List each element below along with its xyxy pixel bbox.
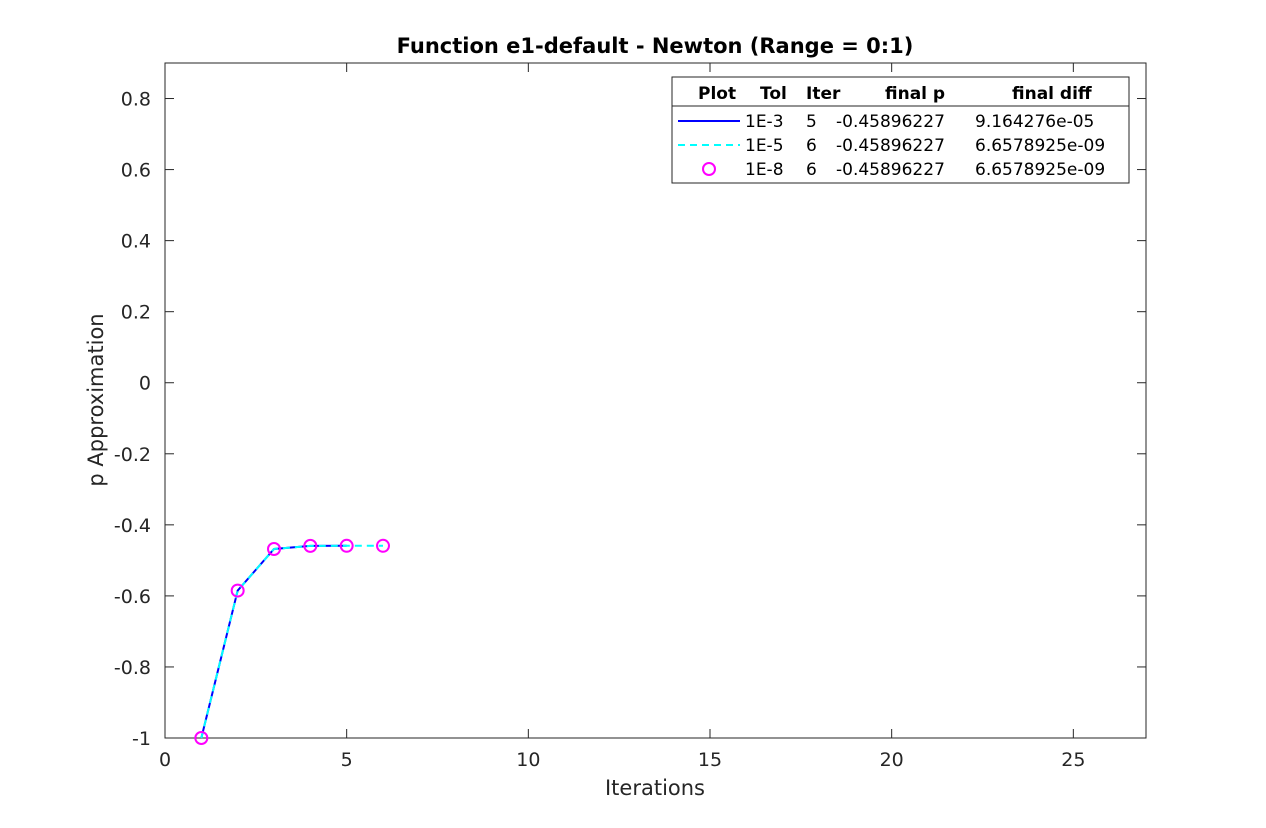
data-point-circle [267,542,281,556]
x-tick-label: 25 [1061,749,1085,771]
y-tick-label: 0.8 [121,89,151,111]
x-tick-label: 10 [516,749,540,771]
legend-swatch-circle [702,162,716,176]
legend-header-final-p: final p [885,84,945,104]
legend-row-1-tol: 1E-3 [745,112,784,132]
y-tick-label: 0.4 [121,231,151,253]
y-axis-label: p Approximation [84,313,108,486]
y-tick-label: -0.4 [114,515,151,537]
y-tick-label: -0.2 [114,444,151,466]
legend-row-3-final-p: -0.45896227 [836,160,945,180]
y-axis-ticks: -1 -0.8 -0.6 -0.4 -0.2 0 0.2 0.4 0.6 0.8 [114,89,1146,750]
x-tick-label: 5 [341,749,353,771]
legend-row-2-final-p: -0.45896227 [836,136,945,156]
data-point-circle [376,538,390,553]
series-layer [194,538,390,745]
data-point-circle [303,538,318,553]
legend-row-1-iter: 5 [806,112,817,132]
x-axis-ticks: 0 5 10 15 20 25 [159,63,1085,771]
x-tick-label: 0 [159,749,171,771]
data-point-circle [194,731,209,745]
legend-row-3-tol: 1E-8 [745,160,784,180]
legend-row-2-final-diff: 6.6578925e-09 [975,136,1105,156]
y-tick-label: 0.2 [121,302,151,324]
legend-row-2-iter: 6 [806,136,817,156]
legend-header-tol: Tol [760,84,787,104]
chart-title: Function e1-default - Newton (Range = 0:… [397,34,914,58]
data-point-circle [230,583,245,598]
legend-row-1-final-diff: 9.164276e-05 [975,112,1094,132]
y-tick-label: -1 [132,728,151,750]
legend-row-3-final-diff: 6.6578925e-09 [975,160,1105,180]
legend-row-3-iter: 6 [806,160,817,180]
legend-box [671,76,1130,184]
legend-header-final-diff: final diff [1012,84,1092,104]
data-point-circle [339,538,354,553]
legend-row-2-tol: 1E-5 [745,136,784,156]
legend-header-plot: Plot [698,84,736,104]
legend-header-iter: Iter [806,84,841,104]
x-tick-label: 15 [698,749,722,771]
series-line-dashed [200,544,384,739]
y-tick-label: -0.8 [114,657,151,679]
legend-row-1-final-p: -0.45896227 [836,112,945,132]
y-tick-label: 0 [139,373,151,395]
y-tick-label: 0.6 [121,160,151,182]
y-tick-label: -0.6 [114,586,151,608]
x-tick-label: 20 [880,749,904,771]
x-axis-label: Iterations [605,776,705,800]
legend: Plot Tol Iter final p final diff 1E-3 5 … [671,76,1130,184]
